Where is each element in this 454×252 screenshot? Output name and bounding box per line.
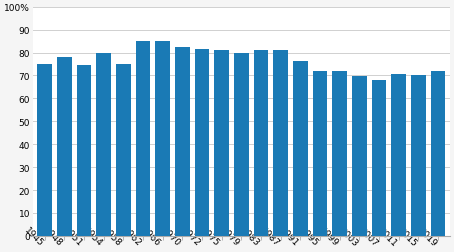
Bar: [195, 50, 209, 236]
Bar: [293, 62, 308, 236]
Bar: [37, 65, 52, 236]
Bar: [116, 65, 131, 236]
Bar: [372, 81, 386, 236]
Bar: [57, 57, 72, 236]
Bar: [332, 72, 347, 236]
Bar: [431, 71, 445, 236]
Bar: [155, 42, 170, 236]
Bar: [391, 75, 406, 236]
Bar: [411, 76, 426, 236]
Bar: [96, 53, 111, 236]
Bar: [234, 54, 249, 236]
Bar: [313, 72, 327, 236]
Bar: [136, 42, 150, 236]
Bar: [254, 51, 268, 236]
Bar: [352, 77, 367, 236]
Bar: [77, 66, 91, 236]
Bar: [214, 51, 229, 236]
Bar: [175, 48, 190, 236]
Bar: [273, 51, 288, 236]
